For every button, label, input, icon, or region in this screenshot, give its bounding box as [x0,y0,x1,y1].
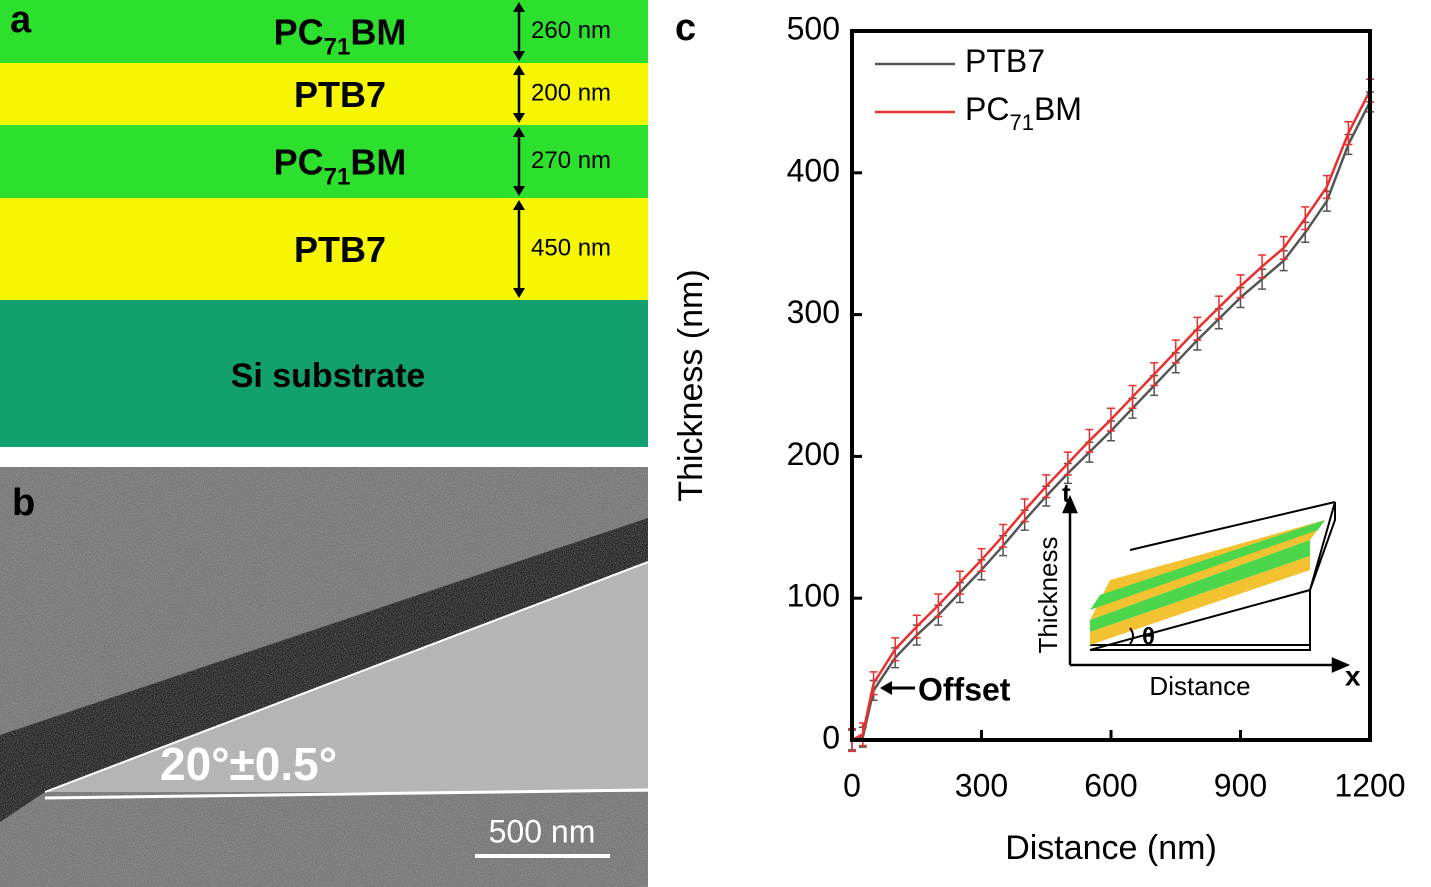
layer [0,0,648,63]
error-bar [1258,254,1267,279]
layer-name-part: BM [350,141,406,182]
error-bar [1193,316,1202,341]
layer-name-part: PTB7 [294,74,386,115]
scale-bar-label: 500 nm [489,813,596,849]
edge-line [44,561,648,793]
error-bar [869,671,878,696]
error-bar [1020,498,1029,523]
thickness-label: 270 nm [531,147,611,174]
panel-b: b 20°±0.5° 500 nm [0,467,648,887]
legend-label-part: PC [965,91,1009,127]
arrowhead [513,127,525,137]
inset-x-axis: x [1345,660,1361,691]
error-bar [1301,206,1310,231]
edge-line [44,788,648,800]
y-tick-label: 0 [822,719,840,755]
layer-name-part: PC [274,11,324,52]
panel-label: c [675,7,696,49]
series-line [851,101,1372,742]
x-tick-label: 1200 [1334,767,1405,803]
substrate-label: Si substrate [231,357,426,395]
y-tick-label: 100 [787,578,840,614]
panel-label: b [12,482,35,524]
x-axis-label: Distance (nm) [1005,829,1217,867]
layer-name: PC71BM [274,141,407,190]
error-bar [1085,428,1094,453]
legend-label: PC71BM [965,91,1082,135]
error-bar [934,593,943,618]
layer-name-part: PTB7 [294,229,386,270]
arrowhead [513,186,525,196]
layer-name-part: BM [350,11,406,52]
inset-schematic [1062,494,1351,673]
error-bar [891,637,900,662]
layer [0,63,648,125]
arrowhead [513,65,525,75]
legend-label-part: 71 [1009,110,1033,135]
error-bar [1150,362,1159,387]
annotation: Offset [918,671,1011,707]
x-tick-label: 900 [1214,767,1267,803]
layer [0,198,648,300]
thickness-label: 260 nm [531,17,611,44]
error-bar [999,523,1008,548]
series-line [851,90,1372,742]
inset-x-label: Distance [1149,671,1250,701]
error-bar [1279,235,1288,261]
thickness-label: 200 nm [531,79,611,106]
error-bar [1236,274,1245,299]
arrowhead [513,288,525,298]
error-bar [955,570,964,595]
panel-c: c 0 100 200 300 400 500 0 300 600 900 1200 Distance … [672,7,1406,867]
x-tick-label: 0 [843,767,861,803]
legend-label-part: PTB7 [965,43,1045,79]
error-bar [1063,451,1072,476]
y-tick-label: 400 [787,152,840,188]
layer [0,125,648,198]
arrowhead [513,51,525,61]
x-tick-label: 300 [955,767,1008,803]
layer-name-part: 71 [324,33,351,60]
thickness-label: 450 nm [531,234,611,261]
y-axis-label: Thickness (nm) [672,269,710,501]
panel-label: a [10,0,32,41]
inset-y-axis: t [1062,478,1071,508]
y-tick-label: 300 [787,294,840,330]
x-tick-label: 600 [1084,767,1137,803]
inset-angle: θ [1142,623,1155,650]
plot-frame [850,29,1372,742]
error-bar [1042,474,1051,499]
layer-name: PTB7 [294,74,386,115]
error-bar [1107,407,1115,432]
layer-name-part: PC [274,141,324,182]
angle-label: 20°±0.5° [160,738,337,790]
error-bar [1214,295,1223,320]
layer-name: PTB7 [294,229,386,270]
error-bar [1322,174,1331,200]
arrowhead [513,200,525,210]
legend-label-part: BM [1034,91,1082,127]
layer-name: PC71BM [274,11,407,60]
arrowhead [513,2,525,12]
error-bar [1344,121,1353,146]
substrate [0,300,648,447]
arrowhead [513,113,525,123]
noise [0,467,648,887]
error-bar [912,614,921,639]
layer-name-part: 71 [324,163,351,190]
offset-arrowhead [880,681,892,695]
error-bar [1171,339,1180,364]
error-bar [977,547,986,573]
inset-y-label: Thickness [1033,536,1063,653]
y-tick-label: 500 [787,10,840,46]
error-bar [1128,384,1137,409]
y-tick-label: 200 [787,436,840,472]
legend-label: PTB7 [965,43,1045,79]
